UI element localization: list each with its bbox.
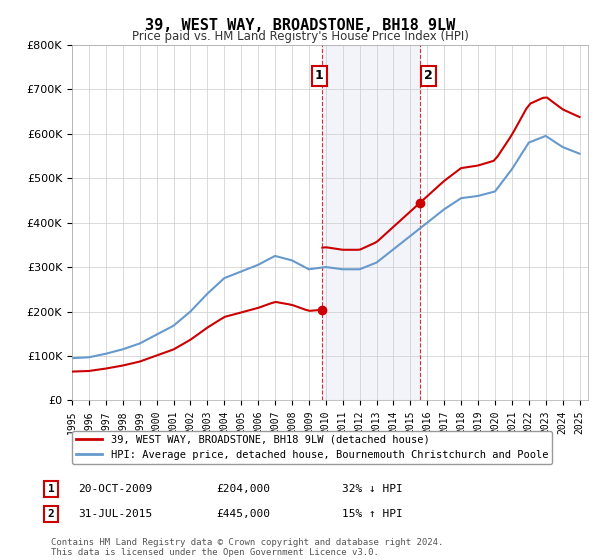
Text: 1: 1 — [47, 484, 55, 494]
Text: Price paid vs. HM Land Registry's House Price Index (HPI): Price paid vs. HM Land Registry's House … — [131, 30, 469, 43]
Text: 2: 2 — [47, 509, 55, 519]
Text: 2: 2 — [424, 69, 433, 82]
Text: Contains HM Land Registry data © Crown copyright and database right 2024.
This d: Contains HM Land Registry data © Crown c… — [51, 538, 443, 557]
Text: 15% ↑ HPI: 15% ↑ HPI — [342, 509, 403, 519]
Legend: 39, WEST WAY, BROADSTONE, BH18 9LW (detached house), HPI: Average price, detache: 39, WEST WAY, BROADSTONE, BH18 9LW (deta… — [72, 431, 552, 464]
Text: £445,000: £445,000 — [216, 509, 270, 519]
Text: 32% ↓ HPI: 32% ↓ HPI — [342, 484, 403, 494]
Bar — [322, 45, 420, 400]
Text: 31-JUL-2015: 31-JUL-2015 — [78, 509, 152, 519]
Text: 1: 1 — [314, 69, 323, 82]
Text: £204,000: £204,000 — [216, 484, 270, 494]
Text: 39, WEST WAY, BROADSTONE, BH18 9LW: 39, WEST WAY, BROADSTONE, BH18 9LW — [145, 18, 455, 33]
Text: 20-OCT-2009: 20-OCT-2009 — [78, 484, 152, 494]
